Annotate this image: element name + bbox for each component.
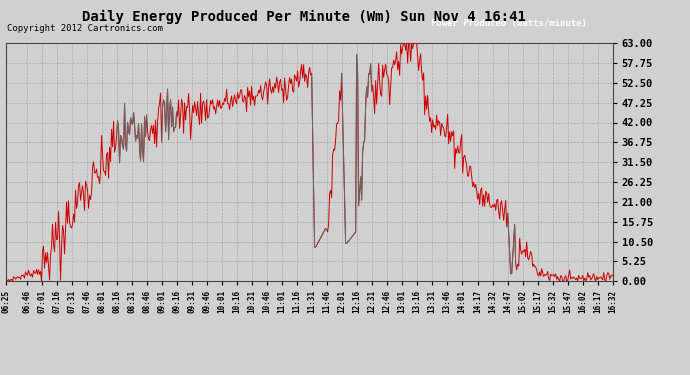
Text: Power Produced (watts/minute): Power Produced (watts/minute) xyxy=(431,19,587,28)
Text: Daily Energy Produced Per Minute (Wm) Sun Nov 4 16:41: Daily Energy Produced Per Minute (Wm) Su… xyxy=(81,9,526,24)
Text: Copyright 2012 Cartronics.com: Copyright 2012 Cartronics.com xyxy=(7,24,163,33)
